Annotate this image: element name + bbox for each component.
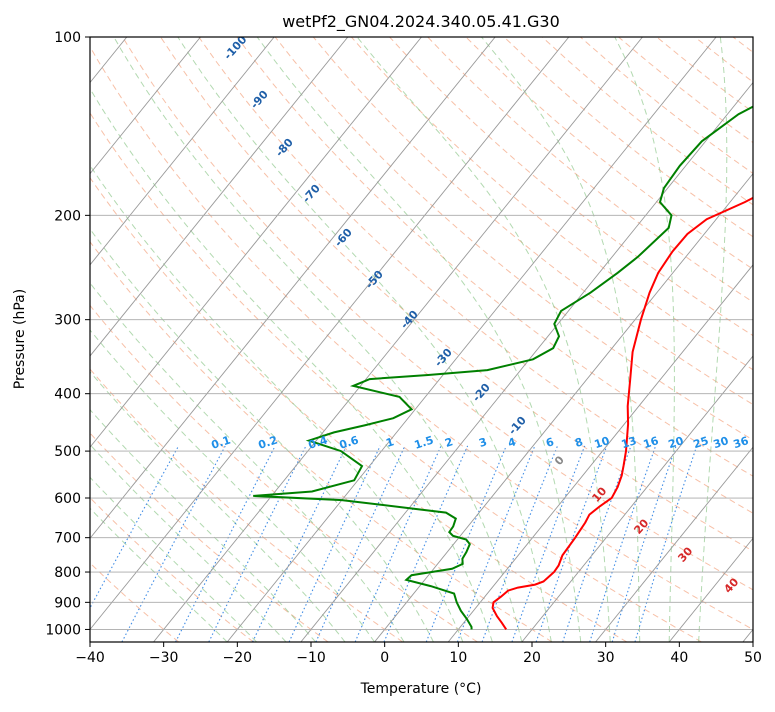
y-tick-label: 900 bbox=[54, 595, 81, 611]
dry-adiabat-label: -20 bbox=[470, 381, 493, 405]
y-axis-label: Pressure (hPa) bbox=[12, 289, 28, 389]
mixing-ratio-line bbox=[384, 446, 468, 642]
mixing-ratio-label: 1 bbox=[384, 435, 395, 450]
mixing-ratio-label: 4 bbox=[506, 435, 518, 450]
isotherm bbox=[6, 37, 495, 642]
dry-adiabat-label: -90 bbox=[248, 88, 271, 112]
dry-adiabat bbox=[619, 37, 775, 642]
x-tick-label: 10 bbox=[449, 650, 467, 666]
dry-adiabat-label: -10 bbox=[506, 414, 529, 438]
x-axis-ticks: −40 −30 −20 −10 0 10 20 30 40 50 bbox=[75, 642, 762, 666]
dry-adiabat bbox=[771, 37, 775, 642]
dry-adiabat bbox=[0, 37, 403, 642]
dry-adiabat bbox=[0, 37, 552, 642]
mixing-ratio-label: 13 bbox=[620, 434, 639, 451]
x-tick-label: 20 bbox=[523, 650, 541, 666]
isotherm bbox=[227, 37, 716, 642]
mixing-ratio-line bbox=[635, 446, 697, 642]
dry-adiabat bbox=[0, 37, 477, 642]
y-tick-label: 200 bbox=[54, 208, 81, 224]
isotherm bbox=[0, 37, 422, 642]
moist-adiabat bbox=[0, 37, 433, 642]
mixing-ratio-label: 6 bbox=[544, 435, 556, 450]
moist-adiabat bbox=[0, 37, 375, 642]
dry-adiabat bbox=[275, 37, 775, 642]
dry-adiabat bbox=[466, 37, 775, 642]
x-tick-label: 50 bbox=[744, 650, 762, 666]
mixing-ratio-line bbox=[289, 446, 380, 642]
y-tick-label: 700 bbox=[54, 531, 81, 547]
moist-adiabat bbox=[0, 37, 257, 642]
mixing-ratio-label: 0.1 bbox=[210, 433, 233, 451]
moist-adiabat bbox=[0, 37, 227, 642]
y-tick-label: 100 bbox=[54, 30, 81, 46]
x-tick-label: −20 bbox=[223, 650, 253, 666]
y-tick-label: 1000 bbox=[45, 622, 81, 638]
dry-adiabat-label: 30 bbox=[675, 544, 695, 564]
mixing-ratio-label: 30 bbox=[712, 434, 731, 451]
mixing-ratio-label: 3 bbox=[477, 435, 488, 450]
isotherm bbox=[80, 37, 569, 642]
y-tick-label: 300 bbox=[54, 313, 81, 329]
chart-title: wetPf2_GN04.2024.340.05.41.G30 bbox=[282, 12, 560, 32]
y-tick-label: 500 bbox=[54, 444, 81, 460]
dry-adiabat-label: -30 bbox=[432, 346, 455, 370]
y-tick-label: 600 bbox=[54, 491, 81, 507]
moist-adiabat bbox=[482, 37, 640, 642]
sounding-series bbox=[253, 37, 775, 629]
mixing-ratio-label: 2 bbox=[443, 435, 454, 450]
x-tick-label: −40 bbox=[75, 650, 105, 666]
dry-adiabat-label: 0 bbox=[552, 453, 567, 468]
isotherm-grid bbox=[0, 37, 775, 642]
mixing-ratio-label: 0.6 bbox=[338, 433, 361, 451]
moist-adiabat bbox=[18, 37, 463, 642]
y-tick-label: 800 bbox=[54, 565, 81, 581]
mixing-ratio-label: 10 bbox=[593, 434, 612, 451]
moist-adiabat bbox=[699, 37, 727, 642]
mixing-ratio-label: 8 bbox=[573, 435, 584, 450]
dry-adiabat bbox=[733, 37, 775, 642]
y-tick-label: 400 bbox=[54, 387, 81, 403]
mixing-ratio-label: 20 bbox=[667, 434, 686, 451]
profile-line bbox=[253, 37, 775, 629]
mixing-ratio-lines bbox=[72, 446, 697, 642]
mixing-ratio-label: 16 bbox=[642, 434, 661, 451]
isotherm bbox=[0, 37, 201, 642]
isotherm bbox=[743, 37, 775, 642]
x-tick-label: 30 bbox=[597, 650, 615, 666]
x-tick-label: −30 bbox=[149, 650, 179, 666]
dry-adiabat-label: -60 bbox=[332, 226, 355, 250]
dry-adiabat bbox=[580, 37, 775, 642]
dry-adiabat-label: 40 bbox=[721, 575, 741, 595]
x-tick-label: 40 bbox=[670, 650, 688, 666]
isotherm bbox=[375, 37, 775, 642]
mixing-ratio-label: 1.5 bbox=[413, 433, 436, 451]
x-tick-label: 0 bbox=[380, 650, 389, 666]
isobar-grid bbox=[90, 37, 753, 629]
dry-adiabat bbox=[542, 37, 775, 642]
dry-adiabat-label: 20 bbox=[631, 516, 651, 536]
dry-adiabat-label: -40 bbox=[398, 308, 421, 332]
moist-adiabat bbox=[114, 37, 522, 642]
x-axis-label: Temperature (°C) bbox=[360, 681, 482, 697]
mixing-ratio-line bbox=[253, 446, 347, 642]
moist-adiabat bbox=[0, 37, 404, 642]
dry-adiabat bbox=[123, 37, 775, 642]
dry-adiabats bbox=[0, 37, 775, 642]
x-tick-label: −10 bbox=[296, 650, 326, 666]
isotherm bbox=[448, 37, 775, 642]
dry-adiabat bbox=[237, 37, 775, 642]
y-axis-ticks: 100 200 300 400 500 600 700 800 900 1000 bbox=[45, 30, 90, 638]
isotherm bbox=[154, 37, 643, 642]
dry-adiabat bbox=[428, 37, 775, 642]
mixing-ratio-label: 0.2 bbox=[257, 433, 280, 451]
dry-adiabat bbox=[8, 37, 627, 642]
dry-adiabat bbox=[695, 37, 775, 642]
mixing-ratio-label: 0.4 bbox=[307, 433, 330, 451]
mixing-ratio-line bbox=[512, 446, 585, 642]
